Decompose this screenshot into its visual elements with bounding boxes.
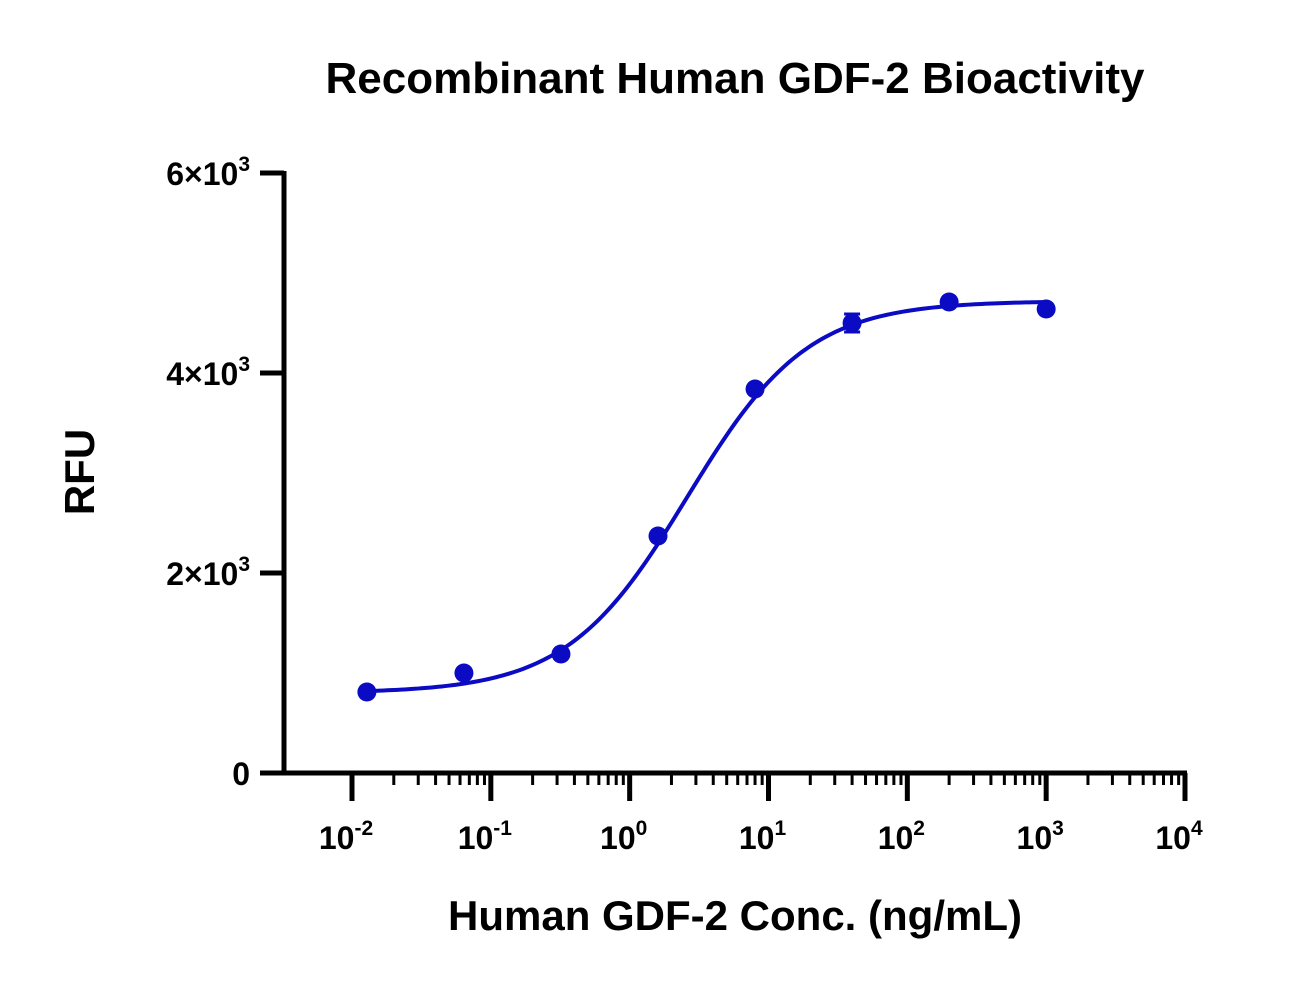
- x-tick-base: 10: [1017, 820, 1053, 856]
- x-tick-base: 10: [878, 820, 914, 856]
- x-tick-label: 101: [739, 817, 787, 856]
- x-tick-label: 103: [1017, 817, 1064, 856]
- fit-curve: [366, 300, 1047, 694]
- data-point: [454, 663, 474, 683]
- y-tick-exponent: 3: [238, 553, 250, 576]
- x-tick-exponent: 4: [1191, 817, 1203, 840]
- fit-curve-layer: [366, 300, 1047, 694]
- data-point: [551, 644, 571, 664]
- data-point: [745, 379, 765, 399]
- y-axis-label: RFU: [56, 429, 103, 515]
- x-tick-base: 10: [319, 820, 355, 856]
- y-tick-label: 0: [232, 756, 250, 792]
- data-point: [842, 313, 862, 333]
- y-tick-mantissa: 6×10: [166, 156, 238, 192]
- y-tick-mantissa: 2×10: [166, 556, 238, 592]
- y-tick-exponent: 3: [238, 353, 250, 376]
- y-tick-exponent: 3: [238, 153, 250, 176]
- x-tick-exponent: 1: [774, 817, 786, 840]
- chart-title: Recombinant Human GDF-2 Bioactivity: [325, 54, 1145, 103]
- x-tick-base: 10: [600, 820, 636, 856]
- data-point: [1036, 299, 1056, 319]
- data-points-layer: [357, 292, 1056, 702]
- x-tick-exponent: -2: [354, 817, 373, 840]
- x-tick-exponent: 2: [913, 817, 925, 840]
- x-tick-base: 10: [1155, 820, 1191, 856]
- y-tick-mantissa: 4×10: [166, 356, 238, 392]
- data-point: [357, 682, 377, 702]
- x-tick-label: 10-1: [458, 817, 513, 856]
- x-tick-exponent: -1: [493, 817, 512, 840]
- x-tick-label: 102: [878, 817, 925, 856]
- x-tick-exponent: 3: [1052, 817, 1064, 840]
- data-point: [939, 292, 959, 312]
- x-tick-label: 10-2: [319, 817, 373, 856]
- x-tick-label: 104: [1155, 817, 1203, 856]
- y-tick-label: 4×103: [166, 353, 250, 392]
- x-tick-label: 100: [600, 817, 647, 856]
- y-tick-label: 6×103: [166, 153, 250, 192]
- y-tick-label: 2×103: [166, 553, 250, 592]
- x-axis-label: Human GDF-2 Conc. (ng/mL): [448, 892, 1022, 939]
- y-tick-mantissa: 0: [232, 756, 250, 792]
- data-point: [648, 526, 668, 546]
- x-tick-base: 10: [739, 820, 775, 856]
- x-tick-exponent: 0: [636, 817, 648, 840]
- x-tick-base: 10: [458, 820, 494, 856]
